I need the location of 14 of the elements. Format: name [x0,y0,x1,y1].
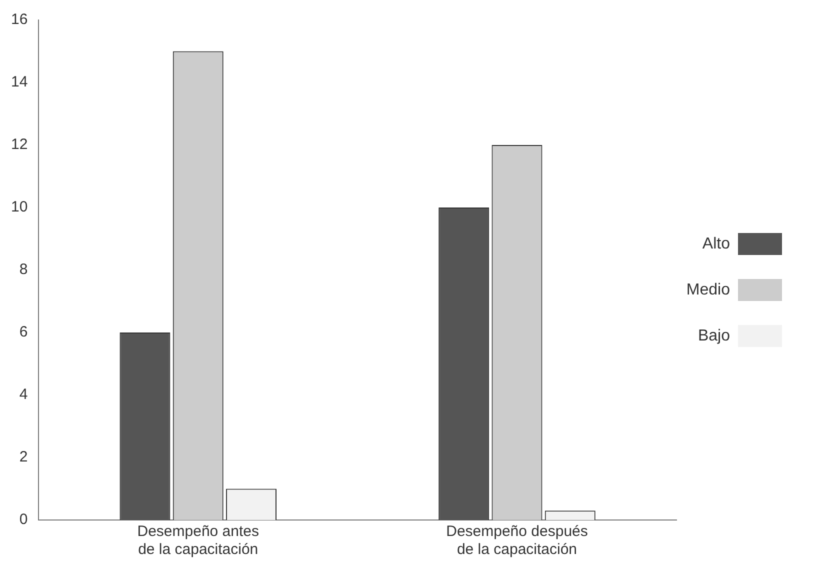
y-tick-label: 2 [19,448,28,466]
legend-label: Alto [702,235,730,252]
x-tick-label: Desempeño antes de la capacitación [137,523,259,558]
y-tick-label: 8 [19,261,28,278]
y-tick-label: 16 [10,11,28,28]
y-tick-label: 10 [10,198,28,216]
legend-label: Bajo [698,327,730,344]
y-tick-label: 14 [10,74,28,91]
y-tick-label: 6 [19,324,28,341]
y-tick-label: 12 [10,136,28,154]
legend-label: Medio [686,281,730,298]
y-tick-label: 4 [19,386,28,404]
x-tick-label: Desempeño después de la capacitación [446,523,588,558]
y-tick-label: 0 [19,511,28,528]
